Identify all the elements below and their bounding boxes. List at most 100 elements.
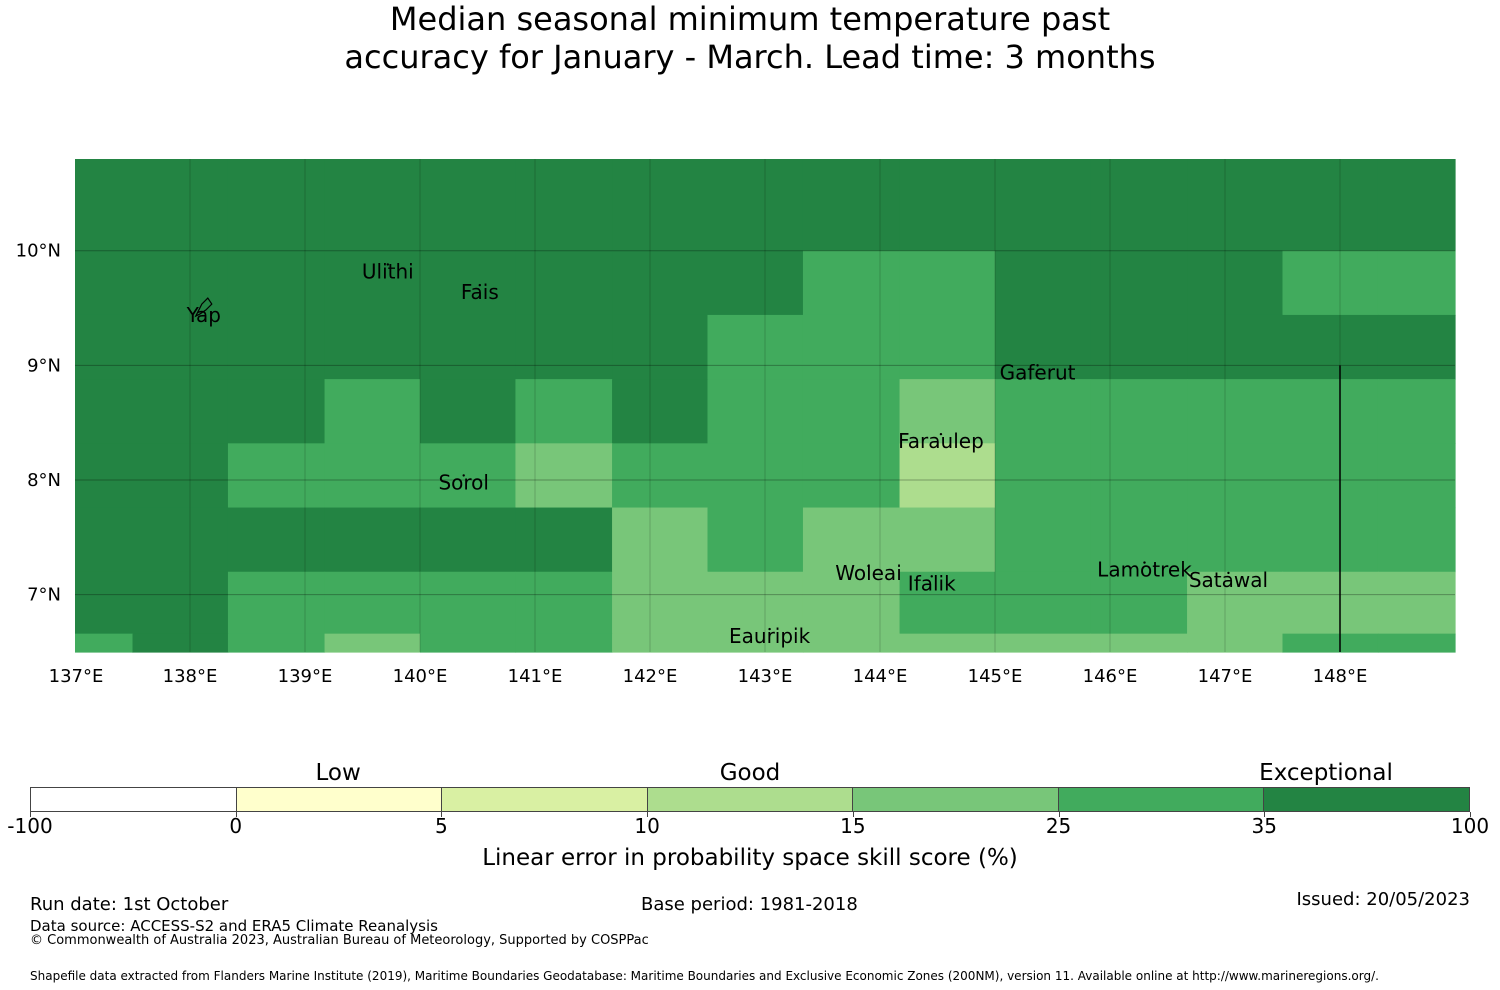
skill-cell <box>1090 633 1188 653</box>
skill-cell <box>802 507 901 573</box>
lat-tick-label: 7°N <box>27 585 61 606</box>
lon-tick-label: 137°E <box>49 666 104 687</box>
skill-cell <box>899 379 996 444</box>
skill-cell <box>707 633 804 653</box>
latitude-ticks: 10°N 9°N 8°N 7°N <box>16 241 61 606</box>
skill-cell <box>802 379 901 444</box>
legend-bin <box>31 788 237 811</box>
skill-cell <box>75 159 134 252</box>
skill-cell <box>1377 379 1456 444</box>
skill-cell <box>612 250 709 316</box>
legend-tick-label: 100 <box>1450 814 1490 838</box>
skill-cell <box>1187 250 1284 316</box>
island-dot <box>386 263 389 266</box>
skill-cell <box>227 379 326 444</box>
lon-tick-label: 140°E <box>393 666 448 687</box>
skill-cell <box>899 159 996 252</box>
skill-cell <box>75 571 134 635</box>
skill-cell <box>707 571 804 635</box>
legend-colorbar <box>30 787 1470 812</box>
skill-cell <box>324 250 421 316</box>
skill-cell <box>132 571 229 635</box>
legend-tick-label: 25 <box>1045 814 1072 838</box>
skill-cell <box>132 507 229 573</box>
legend-tick-label: -100 <box>7 814 53 838</box>
skill-cell <box>75 443 134 509</box>
skill-cell <box>75 379 134 444</box>
skill-cell <box>612 571 709 635</box>
skill-cell <box>802 571 901 635</box>
skill-cell <box>1282 443 1379 509</box>
skill-cell <box>420 314 517 380</box>
skill-cell <box>995 507 1092 573</box>
island-dot <box>462 474 465 477</box>
island-dot <box>1143 561 1146 564</box>
skill-cell <box>899 633 996 653</box>
shapefile-credit: Shapefile data extracted from Flanders M… <box>30 969 1379 983</box>
skill-cell <box>132 633 229 653</box>
island-dot <box>768 627 771 631</box>
skill-cell <box>1187 443 1284 509</box>
skill-cell <box>1187 159 1284 252</box>
place-label-faraulep: Faraulep <box>898 429 984 453</box>
skill-cell <box>899 443 996 509</box>
skill-cell <box>1377 633 1456 653</box>
skill-cell <box>420 571 517 635</box>
skill-cell <box>899 571 996 635</box>
skill-cell <box>420 159 517 252</box>
legend-bin <box>1058 788 1265 811</box>
data-source: Data source: ACCESS-S2 and ERA5 Climate … <box>30 917 438 935</box>
place-label-gaferut: Gaferut <box>1000 360 1076 384</box>
legend-tick-label: 0 <box>229 814 243 838</box>
skill-cell <box>1377 443 1456 509</box>
skill-cell <box>1282 633 1379 653</box>
lon-tick-label: 146°E <box>1083 666 1138 687</box>
legend-tick-mark <box>1264 812 1266 817</box>
skill-cell <box>1090 443 1188 509</box>
skill-cell <box>1377 571 1456 635</box>
skill-cell <box>420 379 517 444</box>
skill-map: Yap Ulithi Fais Gaferut Faraulep Sorol Woleai I… <box>16 159 1456 687</box>
place-label-eauripik: Eauripik <box>729 624 811 648</box>
place-label-woleai: Woleai <box>835 561 902 585</box>
skill-cell <box>515 379 613 444</box>
skill-cell <box>132 314 229 380</box>
legend-bin <box>647 788 854 811</box>
skill-cell <box>1090 571 1188 635</box>
skill-cell <box>612 443 709 509</box>
skill-cell <box>515 571 613 635</box>
legend-tick-mark <box>1058 812 1060 817</box>
skill-cell <box>75 507 134 573</box>
lon-tick-label: 138°E <box>163 666 218 687</box>
skill-cell <box>995 159 1092 252</box>
island-dot <box>867 564 870 568</box>
skill-cell <box>420 250 517 316</box>
legend-category-exceptional: Exceptional <box>1259 760 1393 786</box>
longitude-ticks: 137°E 138°E 139°E 140°E 141°E 142°E 143°E 144°E… <box>49 666 1368 687</box>
legend-tick-mark <box>30 812 31 817</box>
lon-tick-label: 143°E <box>738 666 793 687</box>
lat-tick-label: 8°N <box>27 470 61 491</box>
skill-cell <box>1282 507 1379 573</box>
run-date: Run date: 1st October <box>30 894 229 915</box>
lon-tick-label: 147°E <box>1198 666 1253 687</box>
skill-cell <box>515 507 613 573</box>
skill-cell <box>612 379 709 444</box>
skill-cell <box>515 250 613 316</box>
title-line-1: Median seasonal minimum temperature past <box>389 0 1111 38</box>
skill-cell <box>1187 314 1284 380</box>
island-dot <box>930 575 933 578</box>
legend-tick-mark <box>441 812 443 817</box>
title-line-2: accuracy for January - March. Lead time:… <box>344 38 1156 76</box>
graticule-lines <box>75 159 1455 652</box>
place-label-satawal: Satawal <box>1189 568 1268 592</box>
lon-tick-label: 148°E <box>1313 666 1368 687</box>
skill-cell <box>227 443 326 509</box>
skill-cell <box>227 507 326 573</box>
skill-cell <box>324 314 421 380</box>
skill-cell <box>1090 159 1188 252</box>
skill-cell <box>995 443 1092 509</box>
skill-cell <box>420 443 517 509</box>
skill-cell <box>707 314 804 380</box>
skill-cell <box>995 379 1092 444</box>
